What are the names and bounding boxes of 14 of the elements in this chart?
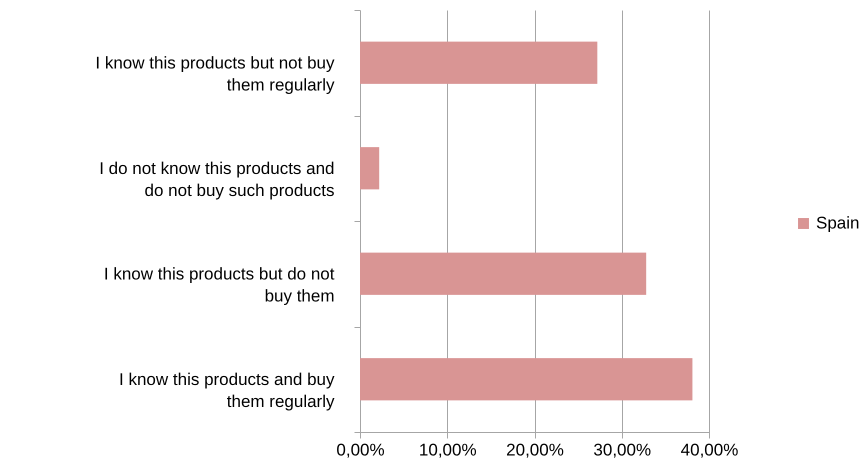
legend-label: Spain xyxy=(816,214,860,232)
x-tick-label: 10,00% xyxy=(418,440,477,460)
y-tick-label: I know this products but do not buy them xyxy=(104,264,335,306)
x-tick-label: 30,00% xyxy=(593,440,652,460)
bar xyxy=(360,42,598,84)
x-tick-label: 40,00% xyxy=(680,440,738,460)
bar xyxy=(360,358,692,400)
x-tick-label: 0,00% xyxy=(336,440,385,460)
y-tick-label: I do not know this products and do not buy such products xyxy=(99,158,334,200)
y-tick-label: I know this products and buy them regularly xyxy=(119,370,335,411)
bar xyxy=(360,252,646,295)
bar xyxy=(360,147,380,190)
x-tick-label: 20,00% xyxy=(506,440,564,460)
y-tick-label: I know this products but not buy them regularly xyxy=(95,53,335,94)
